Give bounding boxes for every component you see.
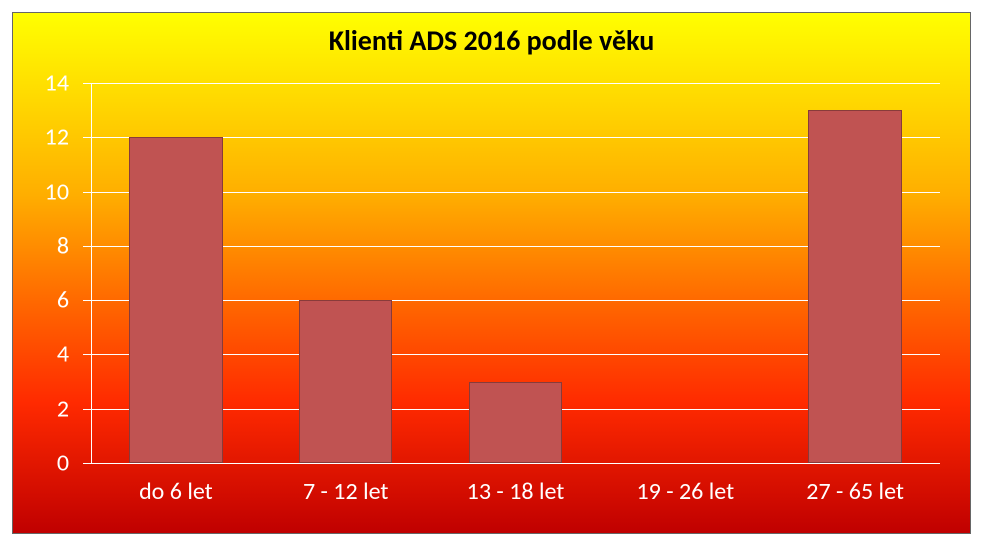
y-axis-tick-label: 8 bbox=[13, 231, 69, 260]
y-axis-tick-label: 12 bbox=[13, 123, 69, 152]
page-container: Klienti ADS 2016 podle věku 0 2 4 6 8 10 12 14 d… bbox=[0, 0, 983, 546]
y-axis-tick-label: 2 bbox=[13, 394, 69, 423]
y-axis-tick-label: 10 bbox=[13, 177, 69, 206]
bar bbox=[299, 300, 392, 463]
x-axis-line bbox=[91, 463, 940, 464]
y-tickmark bbox=[83, 463, 91, 464]
bar bbox=[129, 137, 222, 463]
gridline bbox=[91, 83, 940, 84]
y-axis-tick-label: 6 bbox=[13, 286, 69, 315]
y-axis-line bbox=[91, 83, 92, 463]
y-axis-tick-label: 14 bbox=[13, 69, 69, 98]
chart-frame: Klienti ADS 2016 podle věku 0 2 4 6 8 10 12 14 d… bbox=[12, 12, 971, 534]
y-tickmark bbox=[83, 246, 91, 247]
y-tickmark bbox=[83, 192, 91, 193]
y-axis-tick-label: 0 bbox=[13, 449, 69, 478]
x-axis-tick-label: 13 - 18 let bbox=[467, 477, 565, 506]
y-tickmark bbox=[83, 300, 91, 301]
chart-title: Klienti ADS 2016 podle věku bbox=[13, 23, 970, 58]
plot-area bbox=[91, 83, 940, 463]
y-tickmark bbox=[83, 409, 91, 410]
y-tickmark bbox=[83, 137, 91, 138]
y-tickmark bbox=[83, 354, 91, 355]
bar bbox=[469, 382, 562, 463]
y-axis-tick-label: 4 bbox=[13, 340, 69, 369]
x-axis-tick-label: 19 - 26 let bbox=[636, 477, 734, 506]
bar bbox=[808, 110, 901, 463]
x-axis-tick-label: 7 - 12 let bbox=[303, 477, 388, 506]
x-axis-tick-label: 27 - 65 let bbox=[806, 477, 904, 506]
x-axis-tick-label: do 6 let bbox=[139, 477, 213, 506]
y-tickmark bbox=[83, 83, 91, 84]
